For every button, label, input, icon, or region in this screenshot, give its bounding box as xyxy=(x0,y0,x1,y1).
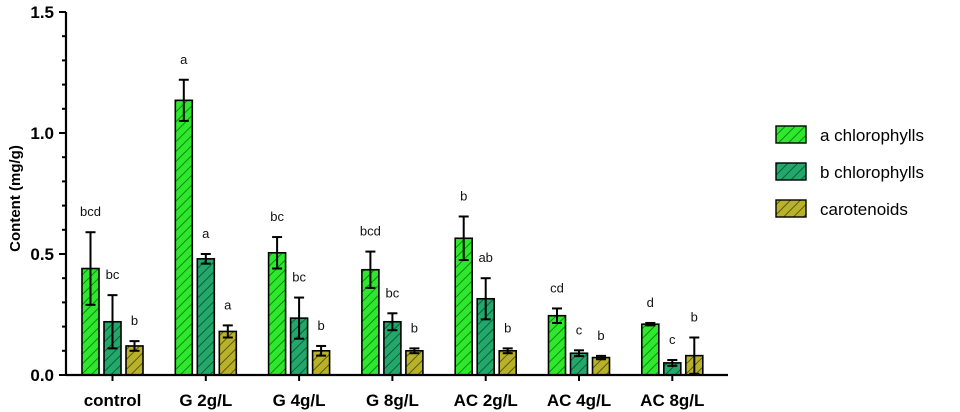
significance-label: b xyxy=(460,188,467,203)
bar-2-3 xyxy=(405,349,424,376)
significance-label: ab xyxy=(478,250,492,265)
significance-label: a xyxy=(202,226,210,241)
significance-label: bc xyxy=(106,267,120,282)
significance-label: d xyxy=(647,295,654,310)
y-tick-label: 0.0 xyxy=(30,366,54,385)
y-tick-label: 1.0 xyxy=(30,124,54,143)
x-tick-label: AC 2g/L xyxy=(454,391,518,410)
significance-label: c xyxy=(669,332,676,347)
axes-layer: control G 2g/L G 4g/L G 8g/L AC 2g/L AC 4g/L A… xyxy=(7,3,728,410)
y-tick-label: 0.5 xyxy=(30,245,54,264)
significance-label: bc xyxy=(270,209,284,224)
significance-label: cd xyxy=(550,280,564,295)
x-tick-label: control xyxy=(84,391,142,410)
bar-0-6 xyxy=(640,323,660,376)
x-tick-label: AC 4g/L xyxy=(547,391,611,410)
bar-2-4 xyxy=(498,349,518,376)
significance-label: b xyxy=(691,309,698,324)
legend-swatch-2 xyxy=(775,199,807,218)
significance-label: a xyxy=(224,297,232,312)
significance-label: bc xyxy=(386,285,400,300)
significance-label: b xyxy=(504,320,511,335)
significance-label: c xyxy=(576,322,583,337)
x-tick-label: G 2g/L xyxy=(179,391,232,410)
bar-1-1 xyxy=(196,258,216,376)
significance-label: b xyxy=(131,313,138,328)
legend-label: b chlorophylls xyxy=(820,163,924,182)
legend-swatch-1 xyxy=(775,162,807,181)
legend: a chlorophylls b chlorophylls carotenoids xyxy=(775,125,924,219)
x-tick-label: AC 8g/L xyxy=(640,391,704,410)
significance-label: bcd xyxy=(80,204,101,219)
significance-label: bcd xyxy=(360,224,381,239)
significance-label: b xyxy=(317,318,324,333)
bar-0-2 xyxy=(267,251,287,376)
legend-label: carotenoids xyxy=(820,200,908,219)
significance-label: a xyxy=(180,52,188,67)
legend-swatch-0 xyxy=(775,125,807,144)
significance-label: b xyxy=(597,328,604,343)
x-tick-label: G 8g/L xyxy=(366,391,419,410)
significance-label: b xyxy=(411,320,418,335)
significance-label: bc xyxy=(292,270,306,285)
legend-label: a chlorophylls xyxy=(820,126,924,145)
x-tick-label: G 4g/L xyxy=(273,391,326,410)
bar-0-5 xyxy=(547,314,567,376)
bar-0-1 xyxy=(174,99,194,376)
y-tick-label: 1.5 xyxy=(30,3,54,22)
y-axis-label: Content (mg/g) xyxy=(7,145,24,252)
